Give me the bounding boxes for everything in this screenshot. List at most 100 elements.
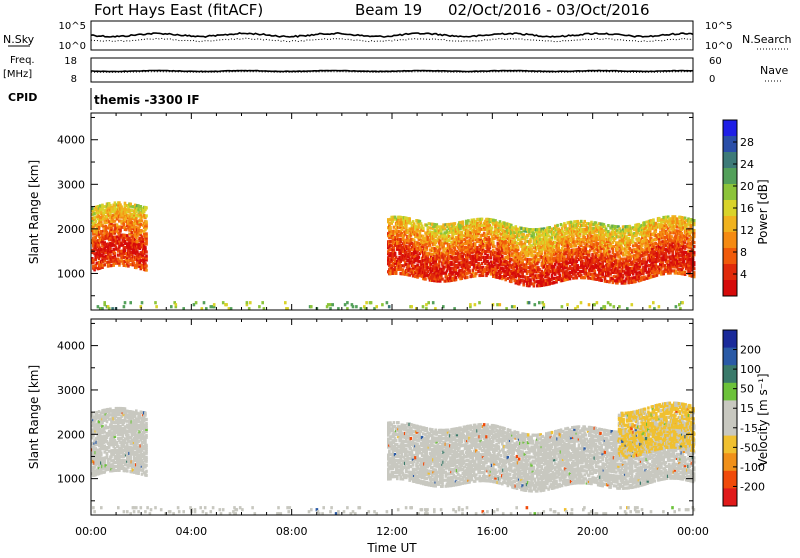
range-gate-cell — [437, 225, 440, 228]
range-gate-cell — [135, 214, 138, 217]
cpid-label: CPID — [8, 91, 37, 104]
range-gate-cell — [596, 242, 599, 245]
nsky-trace — [91, 33, 693, 37]
range-gate-cell — [388, 222, 391, 225]
range-gate-cell — [136, 250, 139, 253]
range-gate-cell — [491, 226, 494, 229]
range-gate-cell — [114, 252, 117, 255]
range-gate-cell — [527, 276, 530, 279]
range-gate-cell — [145, 269, 148, 272]
range-gate-cell — [389, 240, 392, 243]
range-gate-cell — [557, 228, 560, 231]
range-gate-cell — [480, 234, 483, 237]
range-gate-cell — [530, 244, 533, 247]
range-gate-cell — [580, 270, 583, 273]
nave-tick-bottom: 0 — [709, 74, 715, 85]
range-gate-cell — [140, 223, 143, 226]
range-gate-cell — [408, 274, 411, 277]
range-gate-cell — [399, 264, 402, 267]
range-gate-cell — [103, 205, 106, 208]
range-gate-cell — [107, 232, 110, 235]
range-gate-cell — [510, 276, 513, 279]
range-gate-cell — [120, 205, 123, 208]
range-gate-cell — [467, 261, 470, 264]
range-gate-cell — [396, 230, 399, 233]
range-gate-cell — [564, 236, 567, 239]
range-gate-cell — [439, 247, 442, 250]
range-gate-cell — [529, 278, 532, 281]
range-gate-cell — [128, 233, 131, 236]
range-gate-cell — [416, 263, 419, 266]
range-gate-cell — [408, 217, 411, 220]
range-gate-cell — [527, 270, 530, 273]
range-gate-cell — [127, 264, 130, 267]
range-gate-cell — [142, 238, 145, 241]
range-gate-cell — [573, 220, 576, 223]
range-gate-cell — [559, 273, 562, 276]
range-gate-cell — [399, 238, 402, 241]
nsearch-label: N.Search — [742, 33, 792, 46]
range-gate-cell — [629, 253, 632, 256]
nsearch-tick-top: 10^5 — [705, 21, 732, 32]
range-gate-cell — [443, 231, 446, 234]
range-gate-cell — [631, 255, 634, 258]
range-gate-cell — [100, 230, 103, 233]
range-gate-cell — [440, 241, 443, 244]
range-gate-cell — [436, 245, 439, 248]
range-gate-cell — [570, 221, 573, 224]
range-gate-cell — [145, 206, 148, 209]
range-gate-cell — [562, 230, 565, 233]
range-gate-cell — [443, 227, 446, 230]
range-gate-cell — [541, 238, 544, 241]
range-gate-cell — [145, 250, 148, 253]
range-gate-cell — [526, 266, 529, 269]
range-gate-cell — [670, 235, 673, 238]
freq-tick-bottom: 8 — [71, 74, 77, 85]
range-gate-cell — [613, 245, 616, 248]
range-gate-cell — [394, 252, 397, 255]
range-gate-cell — [144, 246, 147, 249]
range-gate-cell — [131, 209, 134, 212]
range-gate-cell — [145, 264, 148, 267]
range-gate-cell — [556, 224, 559, 227]
range-gate-cell — [124, 202, 127, 205]
range-gate-cell — [570, 275, 573, 278]
range-gate-cell — [643, 275, 646, 278]
range-gate-cell — [594, 269, 597, 272]
nsky-label: N.Sky — [3, 33, 35, 46]
freq-label: Freq. — [10, 55, 35, 66]
range-gate-cell — [564, 224, 567, 227]
date-range: 02/Oct/2016 - 03/Oct/2016 — [448, 1, 650, 19]
range-gate-cell — [389, 226, 392, 229]
range-gate-cell — [397, 234, 400, 237]
range-gate-cell — [407, 239, 410, 242]
nsearch-trace — [91, 38, 693, 42]
range-gate-cell — [96, 262, 99, 265]
range-gate-cell — [675, 269, 678, 272]
range-gate-cell — [145, 214, 148, 217]
range-gate-cell — [629, 247, 632, 250]
nave-tick-top: 60 — [709, 56, 722, 67]
range-gate-cell — [145, 220, 148, 223]
range-gate-cell — [393, 226, 396, 229]
range-gate-cell — [617, 235, 620, 238]
range-gate-cell — [507, 277, 510, 280]
range-gate-cell — [652, 218, 655, 221]
range-gate-cell — [643, 257, 646, 260]
range-gate-cell — [517, 246, 520, 249]
range-gate-cell — [468, 269, 471, 272]
range-gate-cell — [573, 248, 576, 251]
range-gate-cell — [145, 232, 148, 235]
radar-title: Fort Hays East (fitACF) — [94, 1, 263, 19]
range-gate-cell — [448, 223, 451, 226]
nsky-tick-bottom: 10^0 — [59, 41, 86, 52]
range-gate-cell — [620, 229, 623, 232]
range-gate-cell — [92, 259, 95, 262]
range-gate-cell — [546, 265, 549, 268]
range-gate-cell — [422, 227, 425, 230]
range-gate-cell — [459, 221, 462, 224]
nave-label: Nave — [760, 64, 788, 77]
range-gate-cell — [112, 248, 115, 251]
